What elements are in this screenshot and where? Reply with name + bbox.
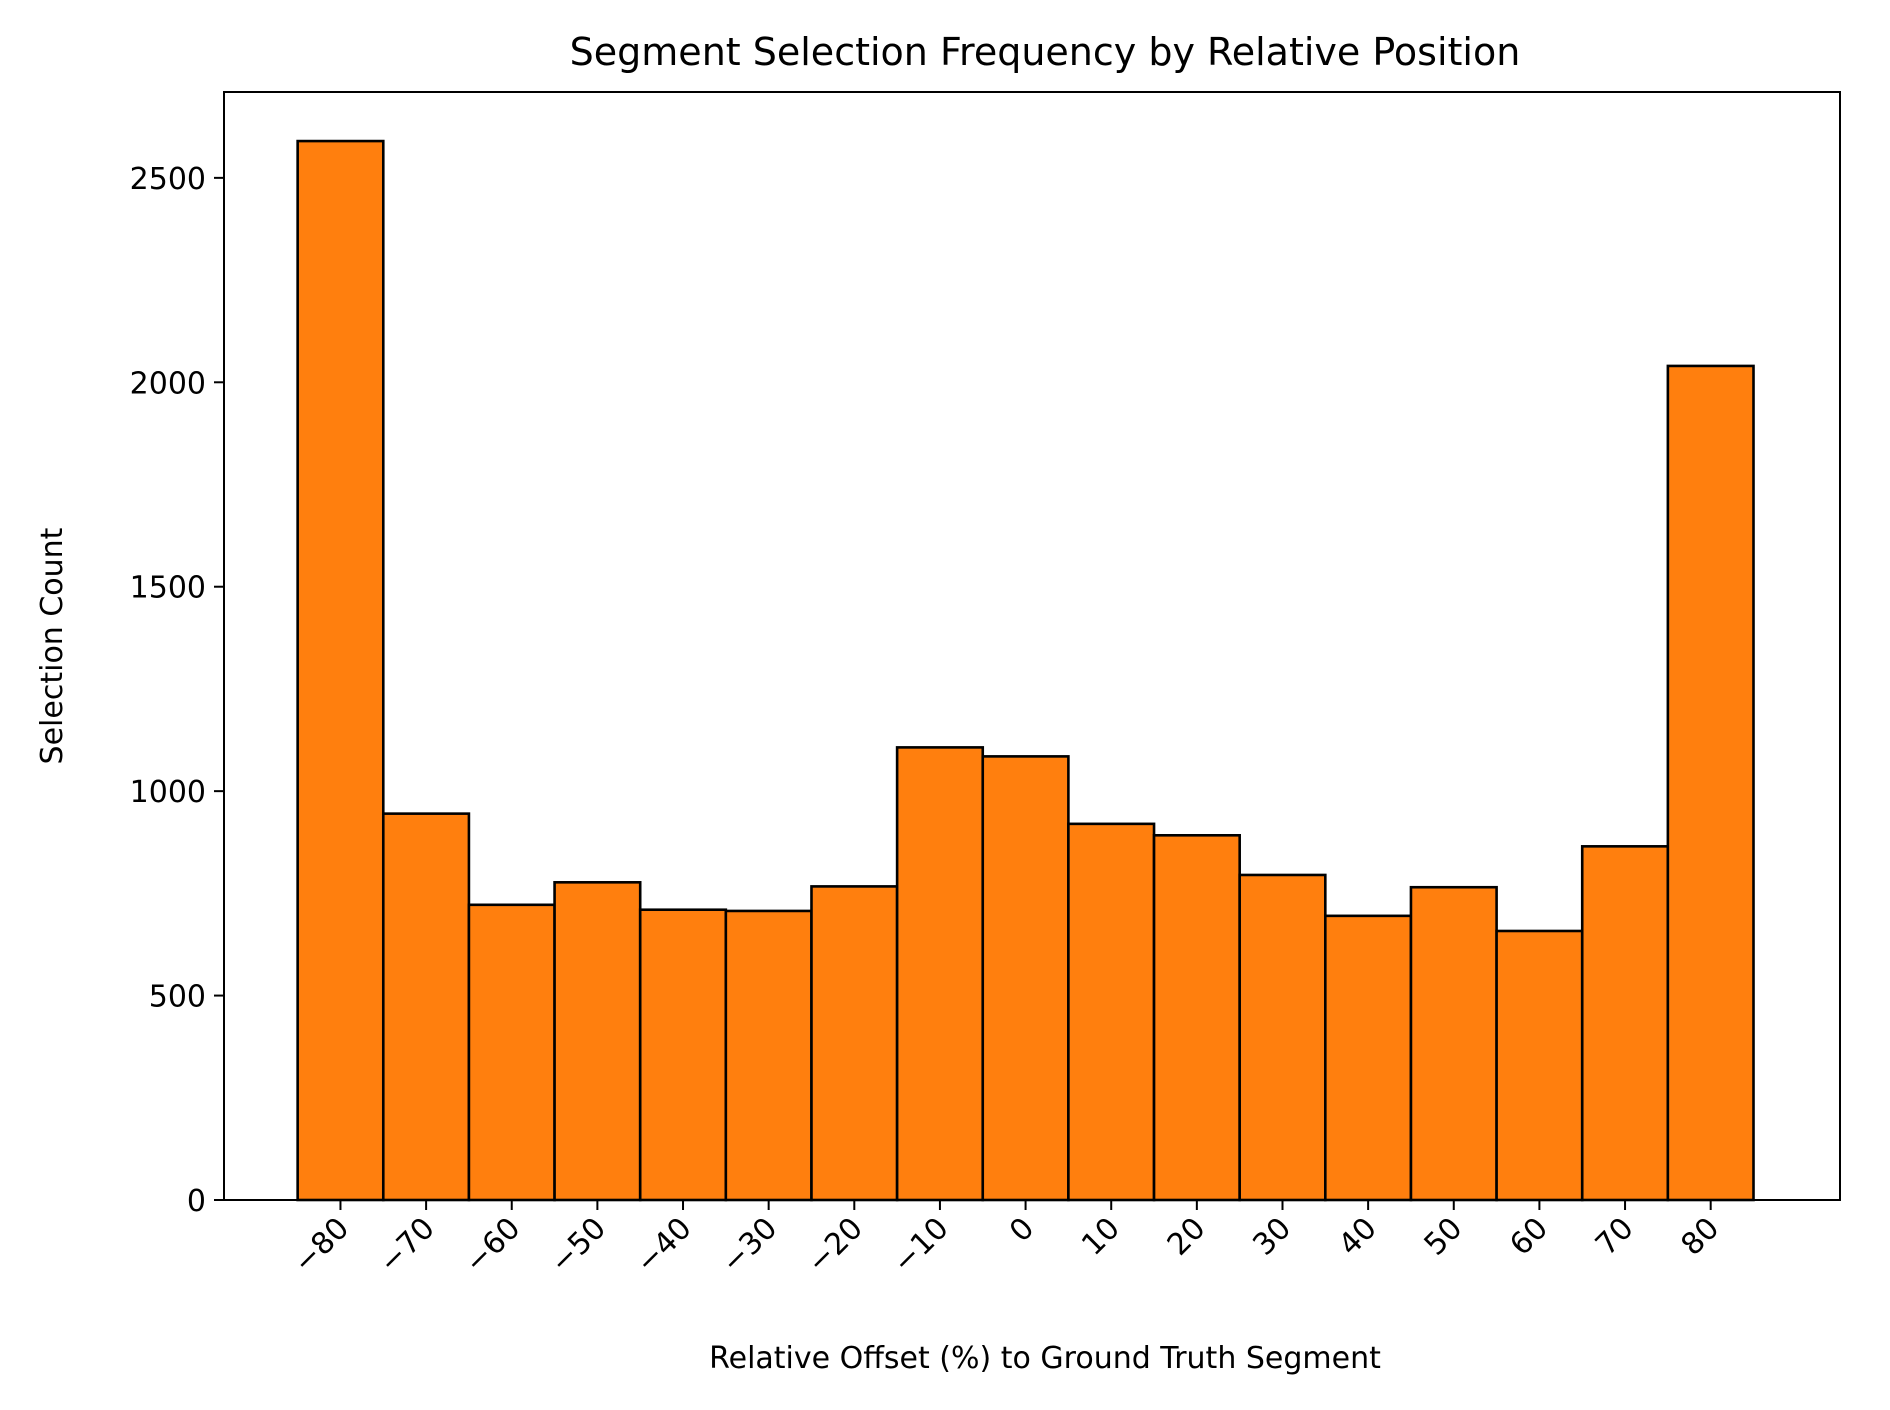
bar [724, 909, 813, 1202]
bar [1666, 364, 1755, 1202]
x-tick-label: 30 [1246, 1211, 1298, 1263]
bar [1152, 834, 1241, 1202]
bar [638, 908, 728, 1202]
y-axis: 0 500 1000 1500 2000 2500 [130, 162, 224, 1219]
y-tick-label: 1000 [130, 775, 206, 810]
bar [981, 755, 1070, 1202]
bar [467, 903, 556, 1202]
x-tick-label: −80 [287, 1211, 357, 1281]
bar [810, 885, 899, 1202]
bar [895, 746, 985, 1202]
bar [1580, 845, 1670, 1202]
y-axis-label: Selection Count [35, 527, 70, 764]
y-tick-label: 0 [187, 1184, 206, 1219]
y-tick-label: 2500 [130, 162, 206, 197]
x-axis: −80 −70 −60 −50 −40 −30 −20 −10 0 10 20 30 40 50 60 70 8… [287, 1200, 1727, 1281]
y-tick-label: 2000 [130, 366, 206, 401]
x-tick-label: 60 [1503, 1211, 1555, 1263]
x-axis-label: Relative Offset (%) to Ground Truth Segm… [709, 1341, 1381, 1376]
bar [1238, 873, 1327, 1202]
x-tick-label: 10 [1075, 1211, 1127, 1263]
chart-title: Segment Selection Frequency by Relative … [570, 30, 1521, 74]
y-tick-label: 1500 [130, 571, 206, 606]
bar [553, 881, 642, 1202]
x-tick-label: −60 [458, 1211, 528, 1281]
bar [381, 812, 471, 1202]
x-tick-label: −20 [800, 1211, 870, 1281]
bar [1324, 914, 1413, 1202]
x-tick-label: 0 [1003, 1211, 1041, 1249]
bars-layer [296, 139, 1755, 1202]
x-tick-label: 40 [1332, 1211, 1384, 1263]
x-tick-label: 70 [1589, 1211, 1641, 1263]
y-tick-label: 500 [149, 980, 206, 1015]
bar [1409, 885, 1498, 1202]
bar [296, 139, 385, 1202]
x-tick-label: −30 [715, 1211, 785, 1281]
x-tick-label: −70 [372, 1211, 442, 1281]
x-tick-label: 20 [1161, 1211, 1213, 1263]
x-tick-label: 80 [1675, 1211, 1727, 1263]
plot-area-frame [223, 91, 1841, 1201]
x-tick-label: −50 [544, 1211, 614, 1281]
bar [1067, 822, 1156, 1202]
x-tick-label: −40 [629, 1211, 699, 1281]
x-tick-label: −10 [886, 1211, 956, 1281]
bar [1495, 929, 1584, 1202]
x-tick-label: 50 [1418, 1211, 1470, 1263]
